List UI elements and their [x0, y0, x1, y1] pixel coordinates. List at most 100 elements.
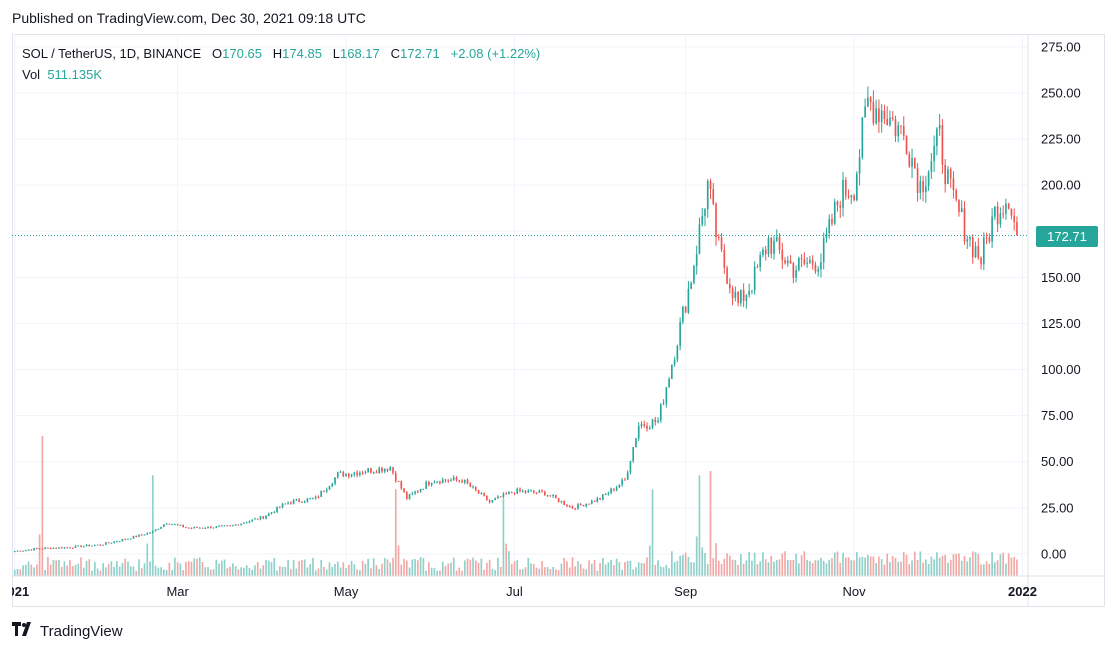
- volume-bar: [88, 559, 91, 576]
- candle-body: [555, 494, 557, 499]
- volume-bar: [182, 570, 185, 576]
- candle-body: [16, 550, 19, 552]
- volume-bar: [753, 552, 756, 576]
- candle-body: [469, 483, 472, 487]
- volume-bar: [74, 564, 77, 576]
- candle-body: [359, 472, 361, 476]
- candle-body: [864, 106, 866, 118]
- volume-bar: [185, 561, 187, 576]
- candle-body: [350, 474, 353, 477]
- candle-body: [22, 550, 24, 552]
- volume-bar: [571, 557, 574, 576]
- candle-body: [367, 468, 369, 473]
- candle-body: [706, 180, 709, 210]
- volume-bar: [290, 569, 292, 576]
- candle-body: [13, 551, 16, 553]
- volume-bar: [889, 562, 891, 576]
- y-tick-label: 25.00: [1041, 500, 1074, 515]
- volume-bar: [301, 560, 303, 576]
- candle-body: [105, 542, 107, 545]
- candle-body: [436, 481, 439, 483]
- candle-body: [273, 512, 276, 514]
- candle-body: [138, 534, 140, 537]
- volume-bar: [513, 561, 516, 576]
- volume-bar: [982, 564, 985, 576]
- candle-body: [762, 249, 764, 255]
- volume-bar: [861, 556, 864, 576]
- candle-body: [601, 494, 604, 500]
- y-tick-label: 75.00: [1041, 408, 1074, 423]
- candle-body: [682, 306, 684, 322]
- candle-body: [842, 179, 844, 208]
- candle-body: [756, 266, 759, 268]
- candle-body: [82, 546, 85, 548]
- volume-bar: [792, 560, 795, 576]
- x-tick-label: Nov: [843, 584, 867, 599]
- candle-body: [753, 266, 756, 291]
- volume-bar: [450, 562, 452, 576]
- volume-bar: [433, 567, 436, 576]
- candle-body: [513, 492, 516, 494]
- volume-bars: [13, 436, 1018, 576]
- close-value: 172.71: [400, 46, 440, 61]
- low-label: L: [332, 46, 340, 61]
- volume-bar: [599, 562, 601, 576]
- candle-body: [168, 523, 171, 525]
- candle-body: [726, 267, 728, 284]
- volume-bar: [679, 555, 681, 576]
- candle-body: [165, 523, 168, 525]
- candle-body: [499, 496, 502, 498]
- candle-body: [546, 495, 549, 497]
- candle-body: [118, 541, 121, 543]
- candle-body: [657, 420, 659, 423]
- volume-bar: [781, 553, 784, 576]
- candle-body: [651, 419, 654, 428]
- candle-body: [441, 479, 444, 484]
- candle-body: [185, 527, 187, 529]
- open-value: 170.65: [222, 46, 262, 61]
- candle-body: [93, 545, 96, 547]
- candle-body: [254, 518, 256, 520]
- candle-body: [508, 491, 510, 495]
- volume-bar: [897, 561, 900, 576]
- candle-body: [96, 544, 99, 546]
- volume-bar: [521, 569, 524, 576]
- volume-bar: [336, 561, 339, 576]
- candle-body: [916, 168, 919, 193]
- candle-body: [991, 216, 993, 242]
- volume-bar: [532, 563, 535, 576]
- candle-body: [676, 346, 679, 360]
- volume-bar: [900, 561, 902, 576]
- volume-bar: [969, 557, 971, 576]
- candle-body: [452, 477, 455, 480]
- volume-bar: [723, 558, 726, 576]
- volume-bar: [91, 570, 93, 576]
- candle-body: [41, 548, 44, 550]
- volume-bar: [466, 558, 469, 576]
- candle-body: [267, 513, 270, 516]
- candle-body: [969, 237, 971, 240]
- volume-bar: [127, 561, 129, 576]
- candle-body: [505, 493, 508, 495]
- candle-body: [372, 472, 375, 474]
- candle-body: [60, 547, 63, 549]
- y-tick-label: 200.00: [1041, 178, 1081, 193]
- volume-bar: [345, 568, 347, 576]
- candle-body: [69, 547, 71, 549]
- volume-bar: [731, 559, 734, 576]
- volume-bar: [850, 560, 853, 576]
- volume-bar: [93, 561, 96, 576]
- price-chart[interactable]: 0.0025.0050.0075.00100.00125.00150.00175…: [12, 34, 1105, 607]
- volume-bar: [698, 475, 701, 576]
- volume-bar: [118, 566, 121, 576]
- volume-bar: [381, 563, 383, 576]
- candle-body: [811, 259, 814, 265]
- candle-body: [342, 471, 345, 477]
- y-tick-label: 50.00: [1041, 454, 1074, 469]
- volume-bar: [693, 562, 695, 576]
- volume-bar: [193, 558, 196, 576]
- y-tick-label: 225.00: [1041, 132, 1081, 147]
- candle-body: [149, 532, 151, 534]
- footer-brand[interactable]: TradingView: [12, 622, 123, 640]
- change-value: +2.08 (+1.22%): [450, 46, 541, 61]
